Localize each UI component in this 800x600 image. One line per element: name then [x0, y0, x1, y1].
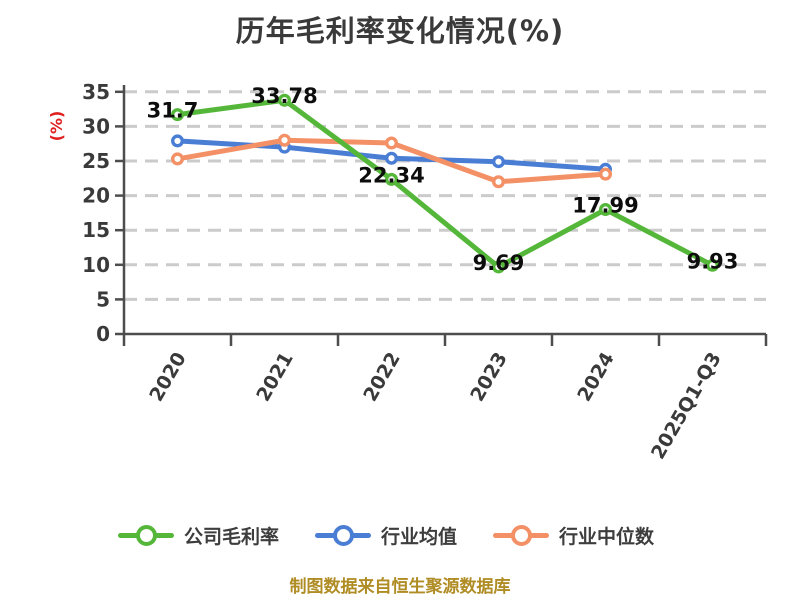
legend-label: 公司毛利率	[184, 526, 280, 548]
data-point-marker-industry-median	[278, 133, 292, 147]
data-point-marker-industry-mean	[170, 134, 184, 148]
data-point-label-company-gross-margin: 33.78	[251, 84, 317, 108]
y-tick-label: 0	[96, 322, 110, 346]
data-point-marker-company-gross-margin	[492, 260, 506, 274]
data-point-marker-company-gross-margin	[599, 203, 613, 217]
legend-item-industry-mean: 行业均值	[315, 522, 457, 549]
data-point-marker-company-gross-margin	[170, 108, 184, 122]
data-point-marker-company-gross-margin	[706, 258, 720, 272]
y-tick-label: 35	[82, 80, 110, 104]
y-tick-label: 5	[96, 287, 110, 311]
data-point-marker-industry-mean	[492, 155, 506, 169]
legend-item-industry-median: 行业中位数	[493, 522, 654, 549]
legend-label: 行业均值	[381, 526, 458, 548]
data-point-marker-industry-median	[492, 175, 506, 189]
x-tick-label: 2020	[145, 349, 190, 406]
x-tick-label: 2022	[359, 349, 404, 406]
x-tick-label: 2024	[573, 349, 618, 406]
chart-legend: 公司毛利率 行业均值 行业中位数	[118, 522, 654, 549]
data-point-label-company-gross-margin: 17.99	[572, 194, 638, 218]
data-source-note: 制图数据来自恒生聚源数据库	[289, 577, 511, 597]
y-tick-label: 20	[82, 184, 110, 208]
data-point-label-company-gross-margin: 31.7	[147, 99, 199, 123]
data-point-marker-company-gross-margin	[278, 93, 292, 107]
x-tick-label: 2023	[466, 349, 511, 406]
y-axis-title: (%)	[47, 111, 66, 142]
y-tick-label: 10	[82, 253, 110, 277]
data-point-label-company-gross-margin: 9.69	[473, 251, 525, 275]
y-tick-label: 15	[82, 218, 110, 242]
y-tick-label: 30	[82, 114, 110, 138]
data-point-label-company-gross-margin: 9.93	[687, 249, 739, 273]
legend-item-company-gross-margin: 公司毛利率	[118, 522, 279, 549]
line-circle-marker-icon	[315, 525, 372, 547]
data-point-marker-industry-mean	[385, 151, 399, 165]
data-point-marker-company-gross-margin	[385, 172, 399, 186]
x-tick-label: 2021	[252, 349, 297, 406]
chart-title: 历年毛利率变化情况(%)	[235, 14, 565, 48]
x-tick-label: 2025Q1-Q3	[647, 349, 726, 464]
data-point-marker-industry-median	[385, 136, 399, 150]
line-circle-marker-icon	[493, 525, 550, 547]
data-point-marker-industry-median	[170, 152, 184, 166]
y-tick-label: 25	[82, 149, 110, 173]
line-circle-marker-icon	[118, 525, 174, 547]
data-point-marker-industry-median	[599, 167, 613, 181]
series-line-company-gross-margin	[175, 97, 715, 270]
data-point-label-company-gross-margin: 22.34	[358, 163, 424, 187]
legend-label: 行业中位数	[559, 526, 655, 548]
